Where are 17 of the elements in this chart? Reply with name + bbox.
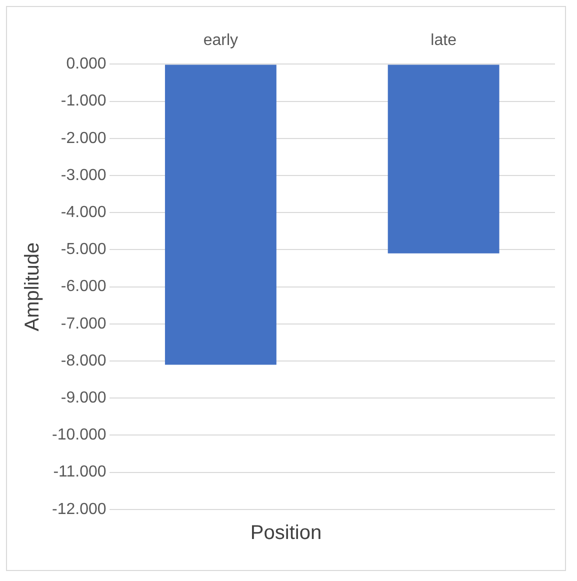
y-tick-label: -12.000 (52, 500, 106, 518)
y-tick-label: -8.000 (60, 352, 106, 370)
y-tick-label: -7.000 (60, 315, 106, 332)
x-axis-title: Position (249, 522, 323, 545)
y-tick-label: -10.000 (52, 426, 106, 444)
y-tick-label: -2.000 (60, 130, 106, 147)
x-tick-label: late (430, 32, 457, 50)
y-tick-label: -3.000 (60, 166, 106, 184)
x-tick-label: early (203, 32, 238, 50)
y-axis-title: Amplitude (22, 242, 44, 332)
y-tick-label: 0.000 (66, 56, 106, 73)
y-tick-label: -9.000 (60, 390, 106, 407)
y-tick-label: -5.000 (60, 241, 106, 258)
y-tick-label: -1.000 (60, 92, 106, 110)
y-tick-label: -4.000 (60, 204, 106, 222)
y-tick-label: -11.000 (53, 464, 106, 481)
y-tick-label: -6.000 (60, 278, 106, 296)
